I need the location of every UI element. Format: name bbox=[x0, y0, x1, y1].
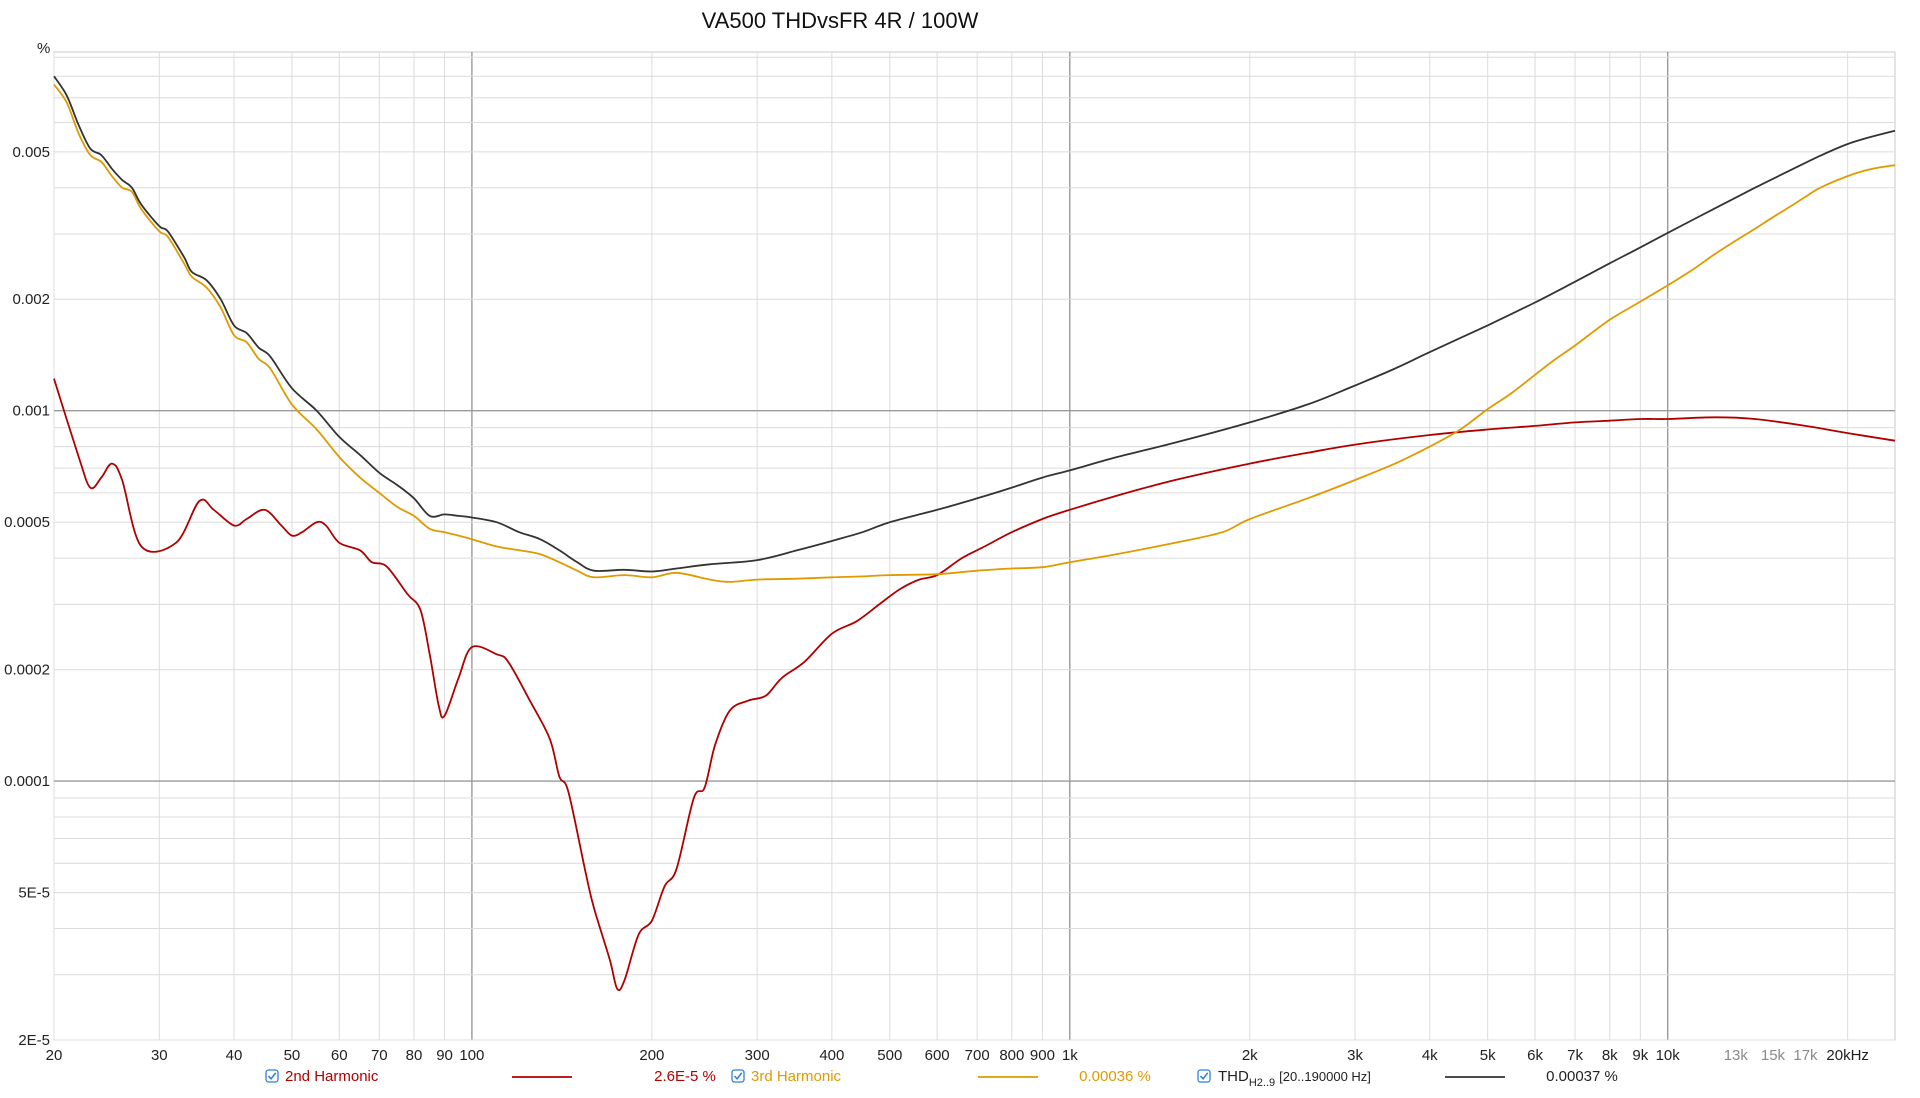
legend-2nd-harmonic[interactable]: 2nd Harmonic 2.6E-5 % bbox=[265, 1068, 716, 1085]
x-tick-label: 2k bbox=[1242, 1047, 1258, 1064]
legend-value: 2.6E-5 % bbox=[654, 1068, 716, 1085]
x-tick-label: 300 bbox=[745, 1047, 770, 1064]
legend-name-main: 3rd Harmonic bbox=[751, 1068, 842, 1085]
grid bbox=[53, 51, 1896, 1041]
x-tick-label: 3k bbox=[1347, 1047, 1363, 1064]
y-tick-label: 0.002 bbox=[12, 291, 50, 308]
x-tick-label: 15k bbox=[1761, 1047, 1786, 1064]
legend-name-main: THD bbox=[1218, 1068, 1249, 1085]
y-tick-label: 0.0001 bbox=[4, 773, 50, 790]
x-tick-label: 50 bbox=[284, 1047, 301, 1064]
x-tick-label: 600 bbox=[925, 1047, 950, 1064]
legend-name-subscript: H2..9 bbox=[1249, 1077, 1275, 1089]
legend-3rd-harmonic[interactable]: 3rd Harmonic 0.00036 % bbox=[731, 1068, 1151, 1085]
y-tick-label: 0.0002 bbox=[4, 662, 50, 679]
axes: 20 30 40 50 60 70 80 90 100 200 300 400 500 600 700 800… bbox=[4, 144, 1869, 1064]
legend-name-suffix: [20..190000 Hz] bbox=[1279, 1069, 1371, 1084]
x-tick-label: 4k bbox=[1422, 1047, 1438, 1064]
x-tick-label: 7k bbox=[1567, 1047, 1583, 1064]
x-tick-label: 30 bbox=[151, 1047, 168, 1064]
x-tick-label: 80 bbox=[406, 1047, 423, 1064]
x-tick-label: 6k bbox=[1527, 1047, 1543, 1064]
x-tick-label: 9k bbox=[1632, 1047, 1648, 1064]
y-tick-label: 5E-5 bbox=[18, 885, 50, 902]
x-tick-label: 20kHz bbox=[1826, 1047, 1869, 1064]
x-tick-label: 5k bbox=[1480, 1047, 1496, 1064]
y-tick-label: 0.001 bbox=[12, 403, 50, 420]
chart-title: VA500 THDvsFR 4R / 100W bbox=[702, 8, 979, 33]
x-tick-label: 200 bbox=[639, 1047, 664, 1064]
y-tick-label: 0.005 bbox=[12, 144, 50, 161]
x-tick-label: 13k bbox=[1724, 1047, 1749, 1064]
x-tick-label: 800 bbox=[999, 1047, 1024, 1064]
x-tick-label: 1k bbox=[1062, 1047, 1078, 1064]
plot-frame bbox=[53, 51, 1896, 1041]
legend-value: 0.00037 % bbox=[1546, 1068, 1618, 1085]
legend-thd[interactable]: THDH2..9 [20..190000 Hz] 0.00037 % bbox=[1197, 1068, 1618, 1089]
legend-name-main: 2nd Harmonic bbox=[285, 1068, 379, 1085]
legend-value: 0.00036 % bbox=[1079, 1068, 1151, 1085]
x-tick-label: 40 bbox=[226, 1047, 243, 1064]
series-line-3rd-harmonic bbox=[53, 83, 1896, 583]
series bbox=[53, 75, 1896, 992]
x-tick-label: 90 bbox=[436, 1047, 453, 1064]
x-tick-label: 17k bbox=[1793, 1047, 1818, 1064]
y-tick-label: 0.0005 bbox=[4, 514, 50, 531]
x-tick-label: 100 bbox=[459, 1047, 484, 1064]
legend-series-name: THDH2..9 [20..190000 Hz] bbox=[1218, 1068, 1371, 1089]
x-tick-label: 500 bbox=[877, 1047, 902, 1064]
x-tick-label: 60 bbox=[331, 1047, 348, 1064]
legend-checkbox[interactable] bbox=[1197, 1069, 1211, 1083]
series-line-2nd-harmonic bbox=[53, 378, 1896, 992]
series-line-thd bbox=[53, 75, 1896, 573]
checkmark-icon bbox=[1199, 1072, 1209, 1081]
y-axis-unit-label: % bbox=[37, 40, 50, 57]
x-tick-label: 700 bbox=[965, 1047, 990, 1064]
legend: 2nd Harmonic 2.6E-5 % 3rd Harmonic 0.00036 … bbox=[265, 1068, 1618, 1089]
x-tick-label: 400 bbox=[819, 1047, 844, 1064]
legend-checkbox[interactable] bbox=[731, 1069, 745, 1083]
x-tick-label: 20 bbox=[46, 1047, 63, 1064]
x-tick-label: 8k bbox=[1602, 1047, 1618, 1064]
checkmark-icon bbox=[733, 1072, 743, 1081]
y-tick-label: 2E-5 bbox=[18, 1032, 50, 1049]
legend-checkbox[interactable] bbox=[265, 1069, 279, 1083]
checkmark-icon bbox=[267, 1072, 277, 1081]
x-tick-label: 10k bbox=[1656, 1047, 1681, 1064]
x-tick-label: 70 bbox=[371, 1047, 388, 1064]
x-tick-label: 900 bbox=[1030, 1047, 1055, 1064]
legend-series-name: 2nd Harmonic bbox=[285, 1068, 379, 1085]
legend-series-name: 3rd Harmonic bbox=[751, 1068, 842, 1085]
